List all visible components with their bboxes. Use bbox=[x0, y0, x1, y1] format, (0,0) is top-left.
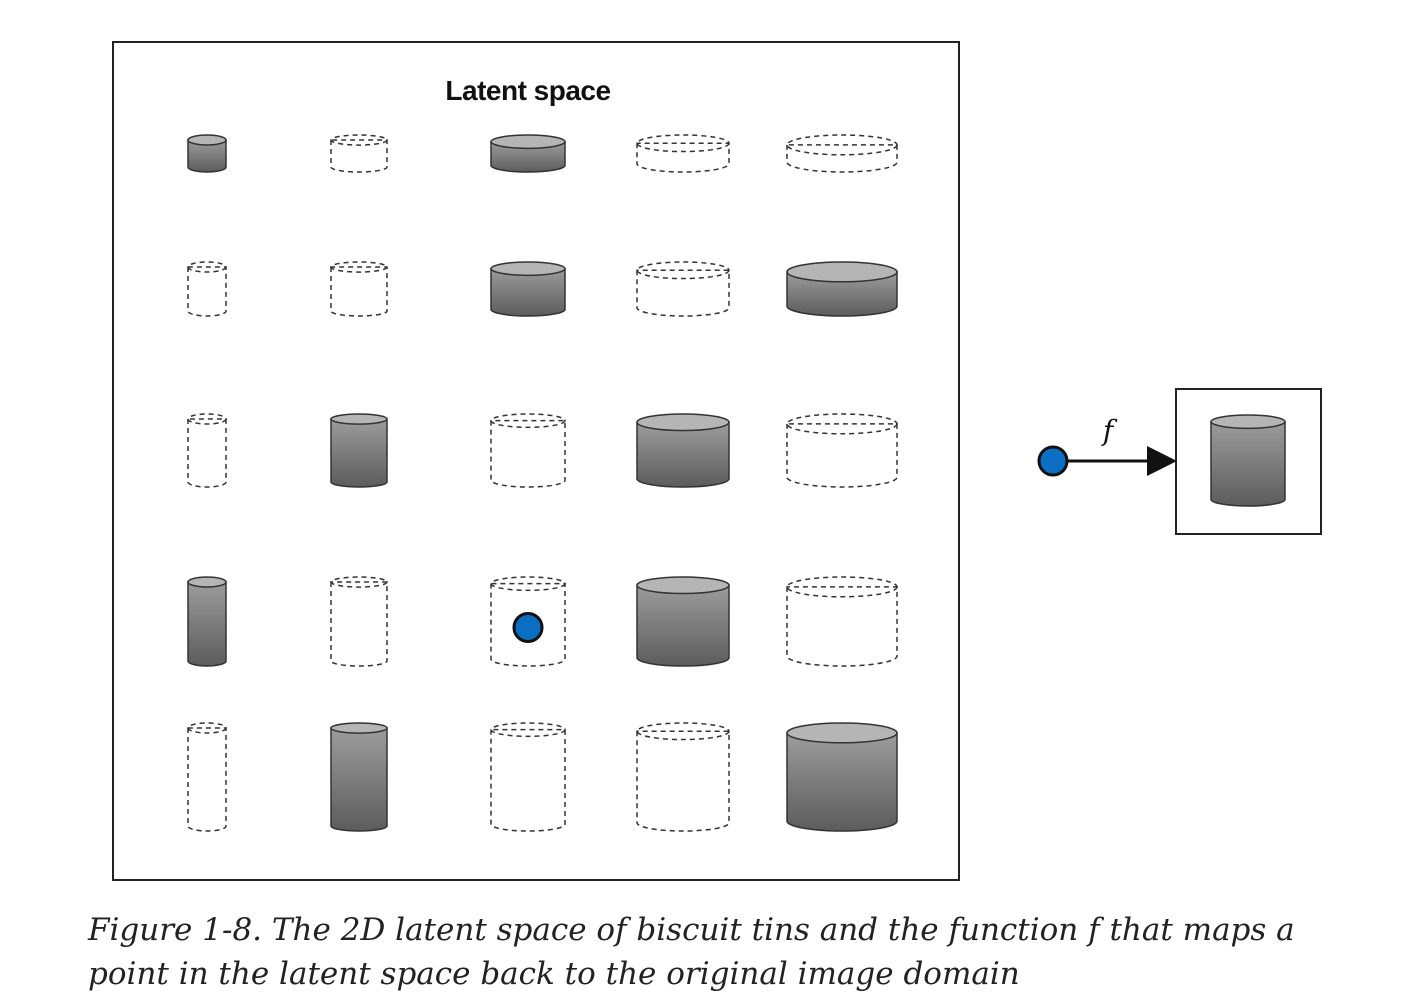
tin-r3-c3-dashed bbox=[490, 413, 566, 488]
tin-r2-c4-dashed bbox=[636, 261, 730, 317]
tin-r5-c4-dashed bbox=[636, 722, 730, 832]
tin-r2-c2-dashed bbox=[330, 261, 388, 317]
tin-r3-c2-solid bbox=[330, 413, 388, 488]
tin-r4-c2-dashed-lid bbox=[330, 576, 388, 588]
tin-r5-c1-dashed-lid bbox=[187, 722, 227, 734]
tin-r5-c1-dashed bbox=[187, 722, 227, 832]
tin-r2-c2-dashed-body bbox=[330, 266, 388, 317]
tin-r3-c4-solid-lid bbox=[636, 413, 730, 432]
tin-r1-c3-solid-lid bbox=[490, 134, 566, 150]
tin-r3-c2-solid-body bbox=[330, 418, 388, 488]
tin-r2-c3-solid-lid bbox=[490, 261, 566, 277]
tin-r2-c2-dashed-lid bbox=[330, 261, 388, 273]
tin-r4-c4-solid-lid bbox=[636, 576, 730, 595]
tin-r4-c1-solid bbox=[187, 576, 227, 667]
tin-r1-c1-solid-body bbox=[187, 139, 227, 173]
tin-r5-c2-solid-lid bbox=[330, 722, 388, 734]
output-tin-shape bbox=[1210, 414, 1286, 507]
tin-r2-c1-dashed-lid bbox=[187, 261, 227, 273]
tin-r5-c3-dashed-body bbox=[490, 728, 566, 832]
tin-r1-c2-dashed bbox=[330, 134, 388, 173]
figure-caption: Figure 1-8. The 2D latent space of biscu… bbox=[88, 912, 1295, 992]
tin-r5-c2-solid bbox=[330, 722, 388, 832]
tin-r5-c4-dashed-lid bbox=[636, 722, 730, 741]
tin-grid bbox=[187, 134, 898, 832]
tin-r5-c1-dashed-body bbox=[187, 727, 227, 832]
tin-r5-c3-dashed bbox=[490, 722, 566, 832]
tin-r4-c1-solid-lid bbox=[187, 576, 227, 588]
latent-space-title: Latent space bbox=[445, 75, 610, 106]
tin-r2-c5-solid-lid bbox=[786, 261, 898, 283]
output-tin bbox=[1210, 414, 1286, 507]
tin-r1-c2-dashed-lid bbox=[330, 134, 388, 146]
tin-r1-c4-dashed-lid bbox=[636, 134, 730, 153]
tin-r4-c5-dashed-lid bbox=[786, 576, 898, 598]
tin-r1-c3-solid-body bbox=[490, 140, 566, 173]
tin-r3-c1-dashed-lid bbox=[187, 413, 227, 425]
tin-r5-c5-solid bbox=[786, 722, 898, 832]
tin-r4-c3-dashed-lid bbox=[490, 576, 566, 592]
tin-r5-c2-solid-body bbox=[330, 727, 388, 832]
tin-r1-c1-solid-lid bbox=[187, 134, 227, 146]
tin-r4-c5-dashed bbox=[786, 576, 898, 667]
tin-r5-c4-dashed-body bbox=[636, 730, 730, 832]
tin-r3-c5-dashed-body bbox=[786, 423, 898, 488]
tin-r4-c2-dashed-body bbox=[330, 581, 388, 667]
tin-r2-c4-dashed-lid bbox=[636, 261, 730, 280]
tin-r2-c3-solid bbox=[490, 261, 566, 317]
tin-r2-c3-solid-body bbox=[490, 267, 566, 317]
tin-r2-c1-dashed bbox=[187, 261, 227, 317]
tin-r3-c5-dashed bbox=[786, 413, 898, 488]
tin-r3-c3-dashed-body bbox=[490, 419, 566, 488]
tin-r1-c3-solid bbox=[490, 134, 566, 173]
output-image-frame bbox=[1175, 388, 1322, 535]
tin-r2-c5-solid bbox=[786, 261, 898, 317]
tin-r2-c5-solid-body bbox=[786, 271, 898, 317]
tin-r1-c5-dashed bbox=[786, 134, 898, 173]
tin-r2-c4-dashed-body bbox=[636, 269, 730, 317]
tin-r5-c5-solid-body bbox=[786, 732, 898, 832]
tin-r3-c1-dashed-body bbox=[187, 418, 227, 488]
tin-r4-c5-dashed-body bbox=[786, 586, 898, 667]
source-point bbox=[1037, 445, 1069, 477]
tin-r3-c1-dashed bbox=[187, 413, 227, 488]
tin-r4-c1-solid-body bbox=[187, 581, 227, 667]
tin-r3-c4-solid-body bbox=[636, 421, 730, 488]
tin-r5-c3-dashed-lid bbox=[490, 722, 566, 738]
function-label: f bbox=[1101, 414, 1118, 447]
tin-r3-c2-solid-lid bbox=[330, 413, 388, 425]
tin-r3-c3-dashed-lid bbox=[490, 413, 566, 429]
tin-r4-c3-dashed bbox=[490, 576, 566, 667]
tin-r4-c2-dashed bbox=[330, 576, 388, 667]
tin-r1-c1-solid bbox=[187, 134, 227, 173]
output-tin-shape-lid bbox=[1210, 414, 1286, 430]
tin-r1-c5-dashed-lid bbox=[786, 134, 898, 156]
output-tin-shape-body bbox=[1210, 420, 1286, 507]
tin-r1-c5-dashed-body bbox=[786, 144, 898, 173]
tin-r1-c2-dashed-body bbox=[330, 139, 388, 173]
latent-point bbox=[512, 612, 544, 643]
tin-r5-c5-solid-lid bbox=[786, 722, 898, 744]
tin-r3-c5-dashed-lid bbox=[786, 413, 898, 435]
tin-r2-c1-dashed-body bbox=[187, 266, 227, 317]
tin-r4-c4-solid bbox=[636, 576, 730, 667]
tin-r1-c4-dashed bbox=[636, 134, 730, 173]
tin-r3-c4-solid bbox=[636, 413, 730, 488]
tin-r4-c4-solid-body bbox=[636, 584, 730, 667]
